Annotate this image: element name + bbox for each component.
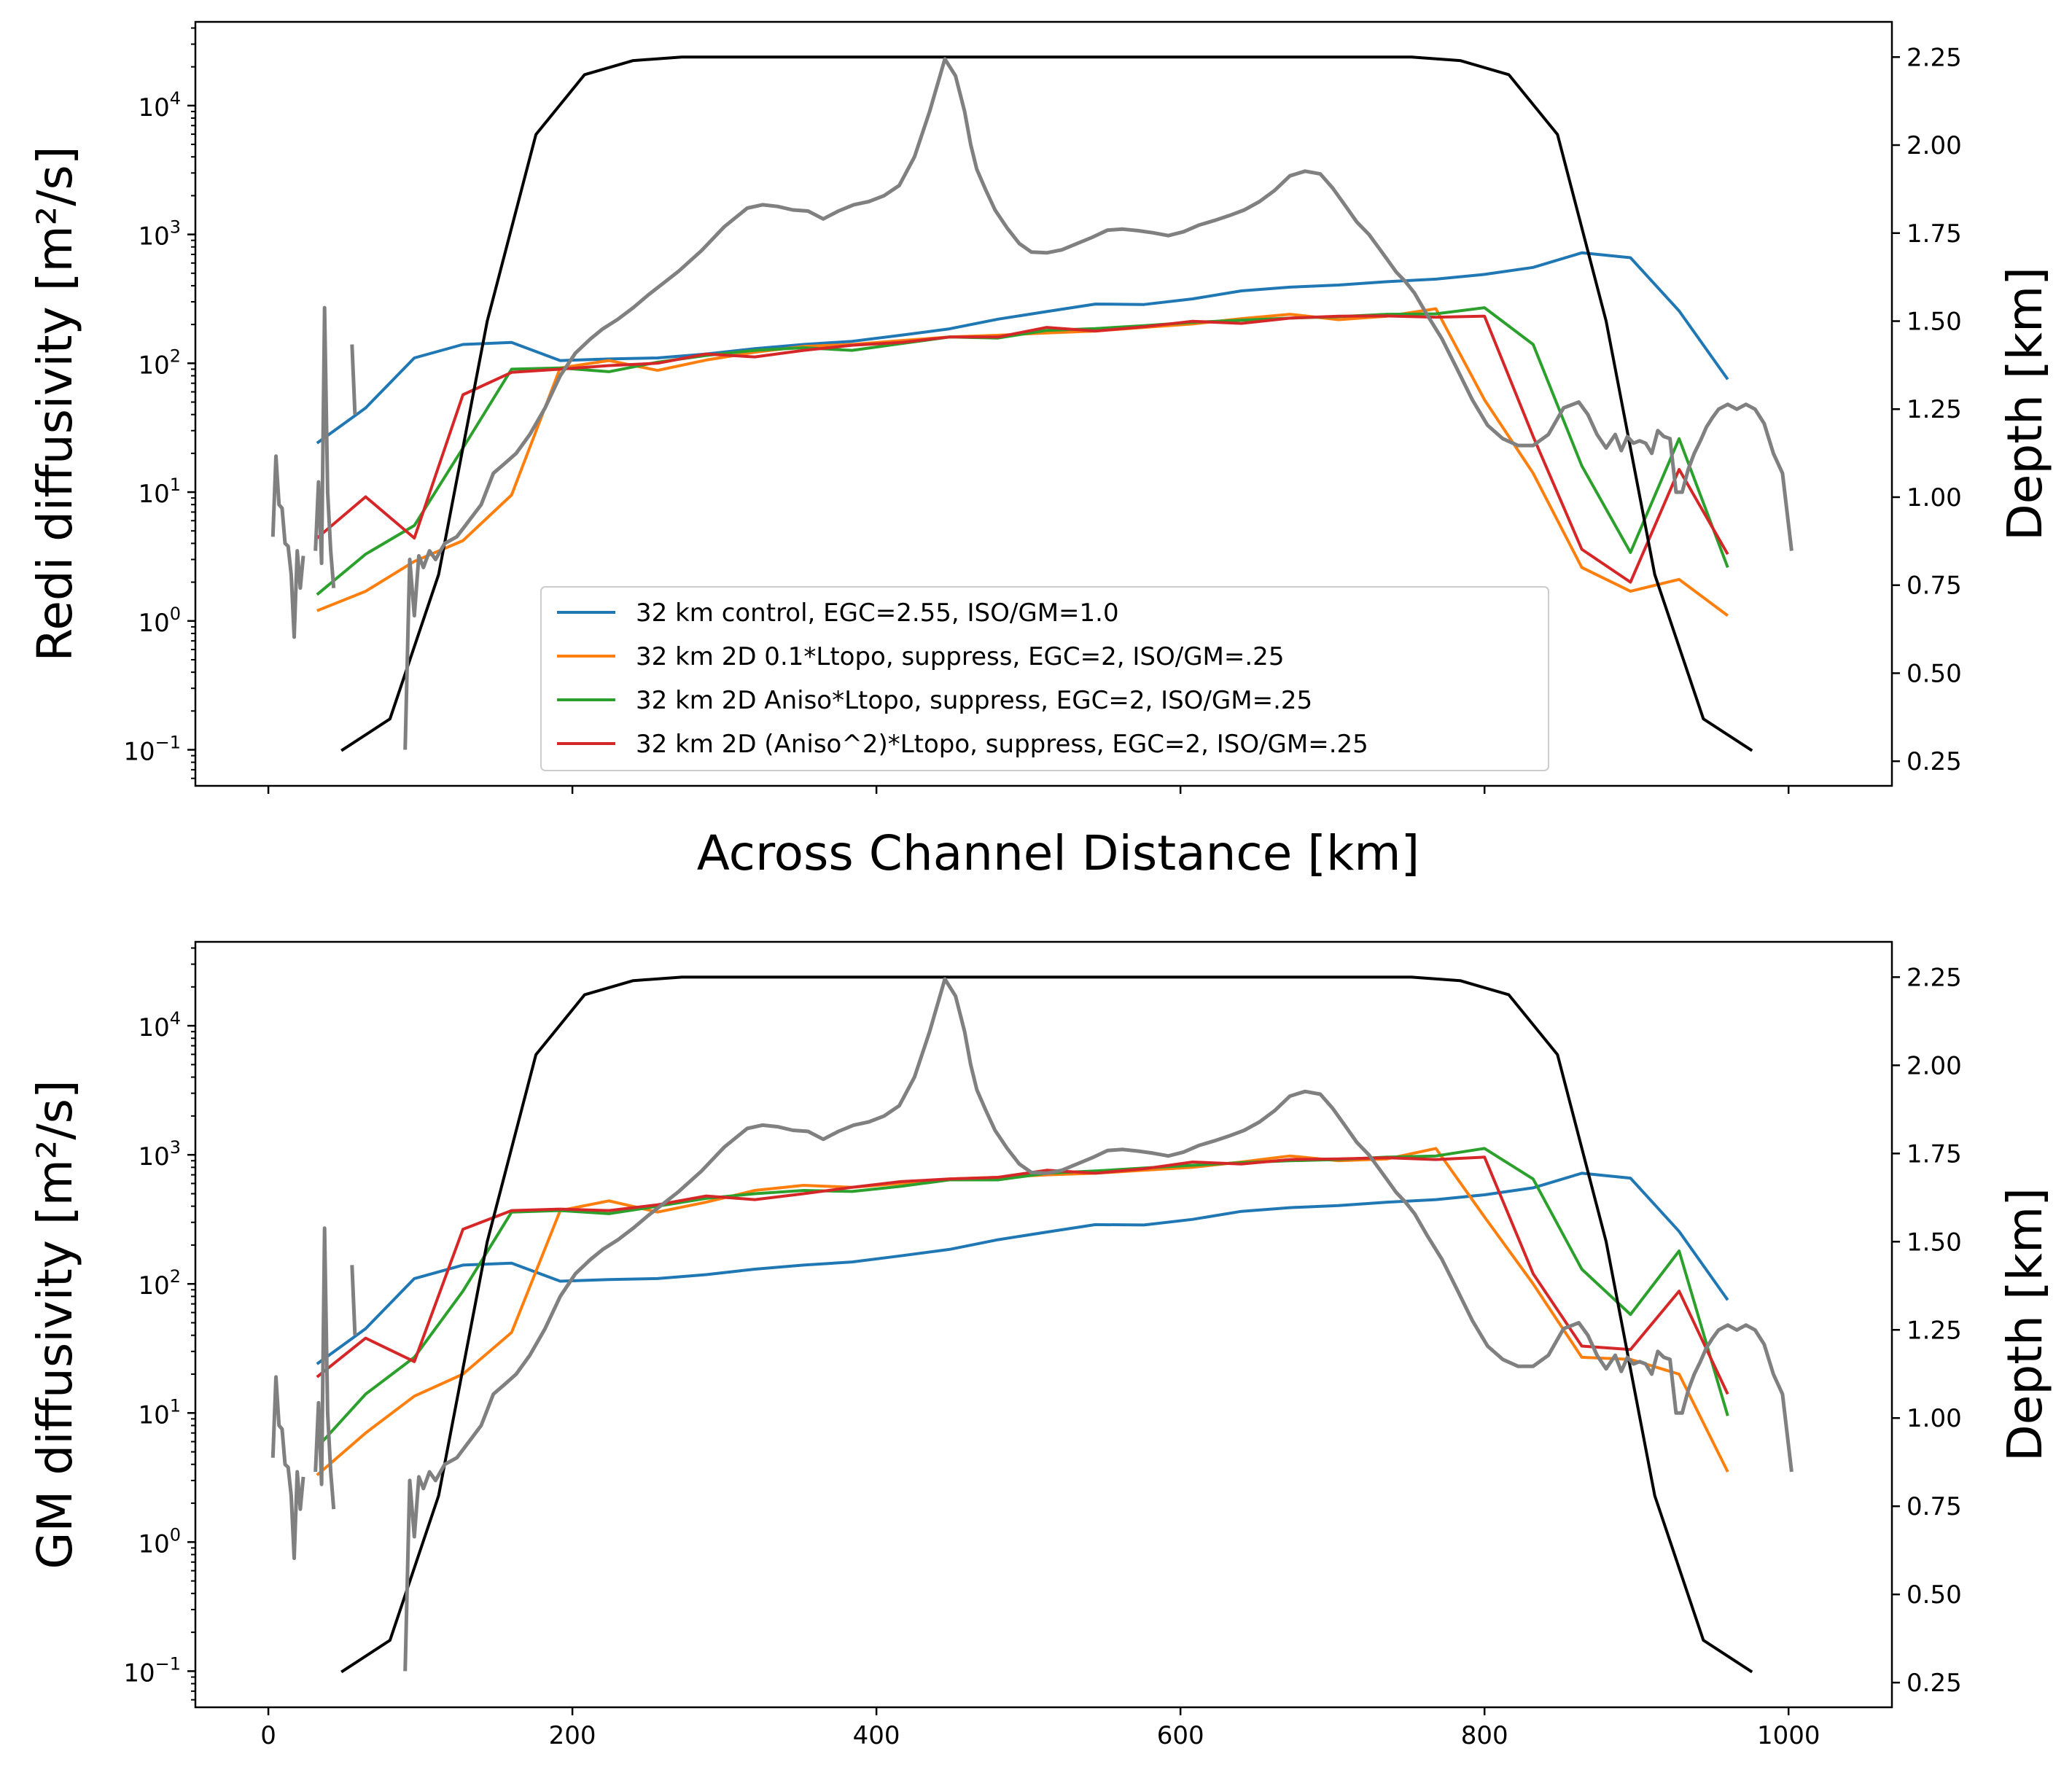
tick-base: 10 (123, 1658, 155, 1688)
y-right-tick-label: 1.50 (1907, 308, 1962, 337)
y-right-tick-label: 0.25 (1907, 1669, 1962, 1698)
y-left-tick-label: 101 (138, 475, 181, 509)
y-right-tick-label: 1.50 (1907, 1228, 1962, 1257)
y-right-tick-label: 1.00 (1907, 483, 1962, 512)
y-right-tick-label: 0.50 (1907, 1580, 1962, 1610)
reference-line-segment (403, 977, 1793, 1672)
y-left-tick-label: 10−1 (123, 733, 181, 767)
series-line-1 (316, 307, 1729, 617)
reference-line-segment (403, 57, 1793, 750)
tick-base: 10 (138, 480, 169, 509)
y-right-tick-label: 2.00 (1907, 1051, 1962, 1080)
y-right-axis-title: Depth [km] (1997, 1188, 2053, 1462)
y-left-axis-title: Redi diffusivity [m²/s] (27, 146, 83, 661)
plot-area (270, 55, 1793, 752)
legend-label: 32 km 2D (Aniso^2)*Ltopo, suppress, EGC=… (636, 730, 1368, 759)
y-right-tick-label: 1.75 (1907, 219, 1962, 249)
y-right-tick-label: 2.00 (1907, 131, 1962, 160)
panel-bottom: 0 200 400 600 800 100010−11001011021031040.25… (27, 940, 2053, 1750)
tick-exponent: 1 (170, 475, 181, 495)
tick-base: 10 (138, 1400, 169, 1430)
y-right-tick-label: 1.75 (1907, 1139, 1962, 1169)
tick-base: 10 (138, 1142, 169, 1171)
y-right-axis-title: Depth [km] (1997, 267, 2053, 541)
panel-top: 10−11001011021031040.250.500.751.001.251… (27, 20, 2053, 881)
reference-line-segment (350, 344, 357, 415)
series-line-3 (316, 1155, 1729, 1395)
y-left-tick-label: 102 (138, 346, 181, 380)
depth-line (340, 55, 1753, 752)
y-right-tick-label: 0.75 (1907, 572, 1962, 601)
y-right-tick-label: 0.50 (1907, 659, 1962, 688)
tick-base: 10 (138, 1271, 169, 1301)
plot-frame (194, 20, 1893, 787)
y-right-tick-label: 1.00 (1907, 1404, 1962, 1433)
reference-line-segment (270, 1375, 305, 1560)
y-left-axis-title: GM diffusivity [m²/s] (27, 1080, 83, 1570)
reference-line-segment (270, 454, 305, 639)
x-tick-label: 0 (260, 1721, 276, 1750)
series-line-1 (316, 1147, 1729, 1477)
tick-exponent: 3 (170, 1137, 181, 1158)
y-left-tick-label: 104 (138, 1008, 181, 1042)
y-left-tick-label: 10−1 (123, 1653, 181, 1688)
y-left-tick-label: 101 (138, 1395, 181, 1430)
x-tick-label: 600 (1157, 1721, 1204, 1750)
tick-exponent: 2 (170, 1266, 181, 1287)
y-right-tick-label: 2.25 (1907, 43, 1962, 72)
depth-line (340, 975, 1753, 1674)
reference-line-segment (313, 1226, 336, 1510)
y-left-tick-label: 100 (138, 1524, 181, 1559)
legend-label: 32 km 2D 0.1*Ltopo, suppress, EGC=2, ISO… (636, 642, 1284, 671)
tick-base: 10 (138, 93, 169, 122)
x-tick-label: 400 (853, 1721, 900, 1750)
y-left-tick-label: 103 (138, 217, 181, 252)
tick-exponent: 4 (170, 88, 181, 109)
tick-exponent: −1 (155, 1653, 181, 1674)
tick-exponent: 0 (170, 604, 181, 624)
x-tick-label: 800 (1461, 1721, 1508, 1750)
tick-base: 10 (138, 1013, 169, 1042)
y-right-tick-label: 1.25 (1907, 395, 1962, 424)
tick-base: 10 (138, 222, 169, 252)
tick-exponent: 1 (170, 1395, 181, 1416)
tick-exponent: 3 (170, 217, 181, 238)
x-axis-title: Across Channel Distance [km] (697, 825, 1420, 881)
tick-exponent: 2 (170, 346, 181, 366)
series-line-2 (316, 1147, 1729, 1449)
tick-base: 10 (138, 609, 169, 638)
y-left-tick-label: 100 (138, 604, 181, 638)
series-line-3 (316, 314, 1729, 584)
plot-area (270, 975, 1793, 1674)
y-left-tick-label: 104 (138, 88, 181, 122)
x-tick-label: 1000 (1757, 1721, 1820, 1750)
tick-base: 10 (138, 1529, 169, 1559)
plot-frame (194, 940, 1893, 1709)
tick-exponent: −1 (155, 733, 181, 753)
tick-base: 10 (123, 738, 155, 767)
y-right-tick-label: 2.25 (1907, 963, 1962, 992)
y-left-tick-label: 103 (138, 1137, 181, 1171)
x-tick-label: 200 (549, 1721, 596, 1750)
legend-box (540, 586, 1549, 771)
y-left-tick-label: 102 (138, 1266, 181, 1301)
legend: 32 km control, EGC=2.55, ISO/GM=1.0 32 km… (540, 586, 1549, 771)
series-line-0 (316, 1171, 1729, 1365)
y-right-tick-label: 1.25 (1907, 1316, 1962, 1345)
y-right-tick-label: 0.25 (1907, 747, 1962, 776)
tick-exponent: 0 (170, 1524, 181, 1545)
reference-line-segment (350, 1265, 357, 1336)
series-line-2 (316, 306, 1729, 596)
y-right-tick-label: 0.75 (1907, 1492, 1962, 1521)
tick-base: 10 (138, 351, 169, 380)
tick-exponent: 4 (170, 1008, 181, 1029)
legend-label: 32 km control, EGC=2.55, ISO/GM=1.0 (636, 598, 1119, 628)
reference-line-segment (313, 305, 336, 588)
legend-label: 32 km 2D Aniso*Ltopo, suppress, EGC=2, I… (636, 686, 1312, 715)
series-line-0 (316, 251, 1729, 445)
